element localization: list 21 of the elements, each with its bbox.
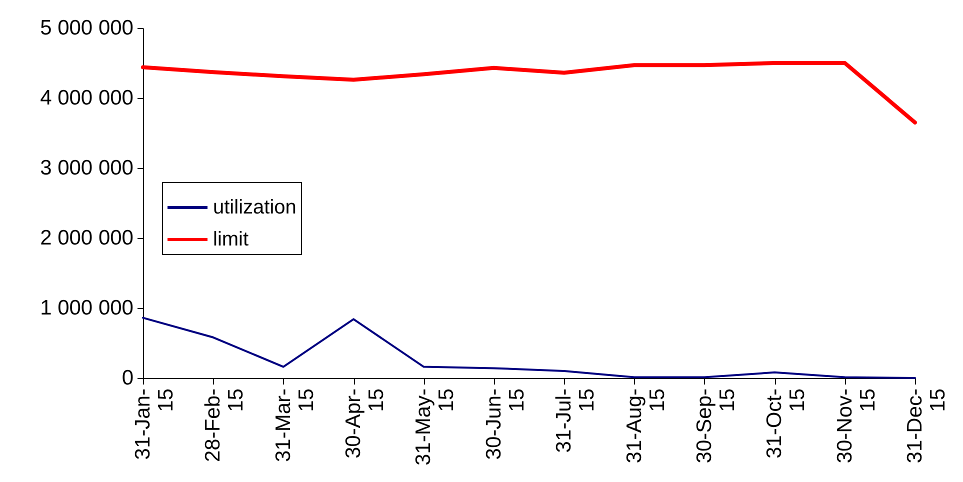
x-tick-label: 31-Dec-15 [904,388,950,464]
x-tick-label: 28-Feb-15 [202,388,248,462]
x-tick-label: 31-Jul-15 [552,388,599,453]
x-tick-label: 30-Sep-15 [692,388,739,464]
y-tick-label: 3 000 000 [40,156,134,180]
x-tick-label: 31-May-15 [412,388,458,466]
y-tick-label: 2 000 000 [40,226,134,250]
x-tick-label: 31-Jan-15 [132,388,178,460]
y-tick-label: 4 000 000 [40,86,134,110]
x-tick-label: 31-Aug-15 [622,388,669,464]
x-tick-label: 31-Mar-15 [272,388,318,462]
x-tick-label: 30-Nov-15 [833,388,880,464]
line-series [141,61,917,124]
y-tick-label: 1 000 000 [40,296,134,320]
legend-label: utilization [213,196,296,218]
legend-label: limit [213,228,249,250]
y-tick-label: 0 [122,366,134,390]
x-tick-label: 30-Jun-15 [482,388,528,460]
y-tick-label: 5 000 000 [40,16,134,40]
x-tick-label: 31-Oct-15 [763,388,810,459]
x-tick-label: 30-Apr-15 [342,388,388,459]
